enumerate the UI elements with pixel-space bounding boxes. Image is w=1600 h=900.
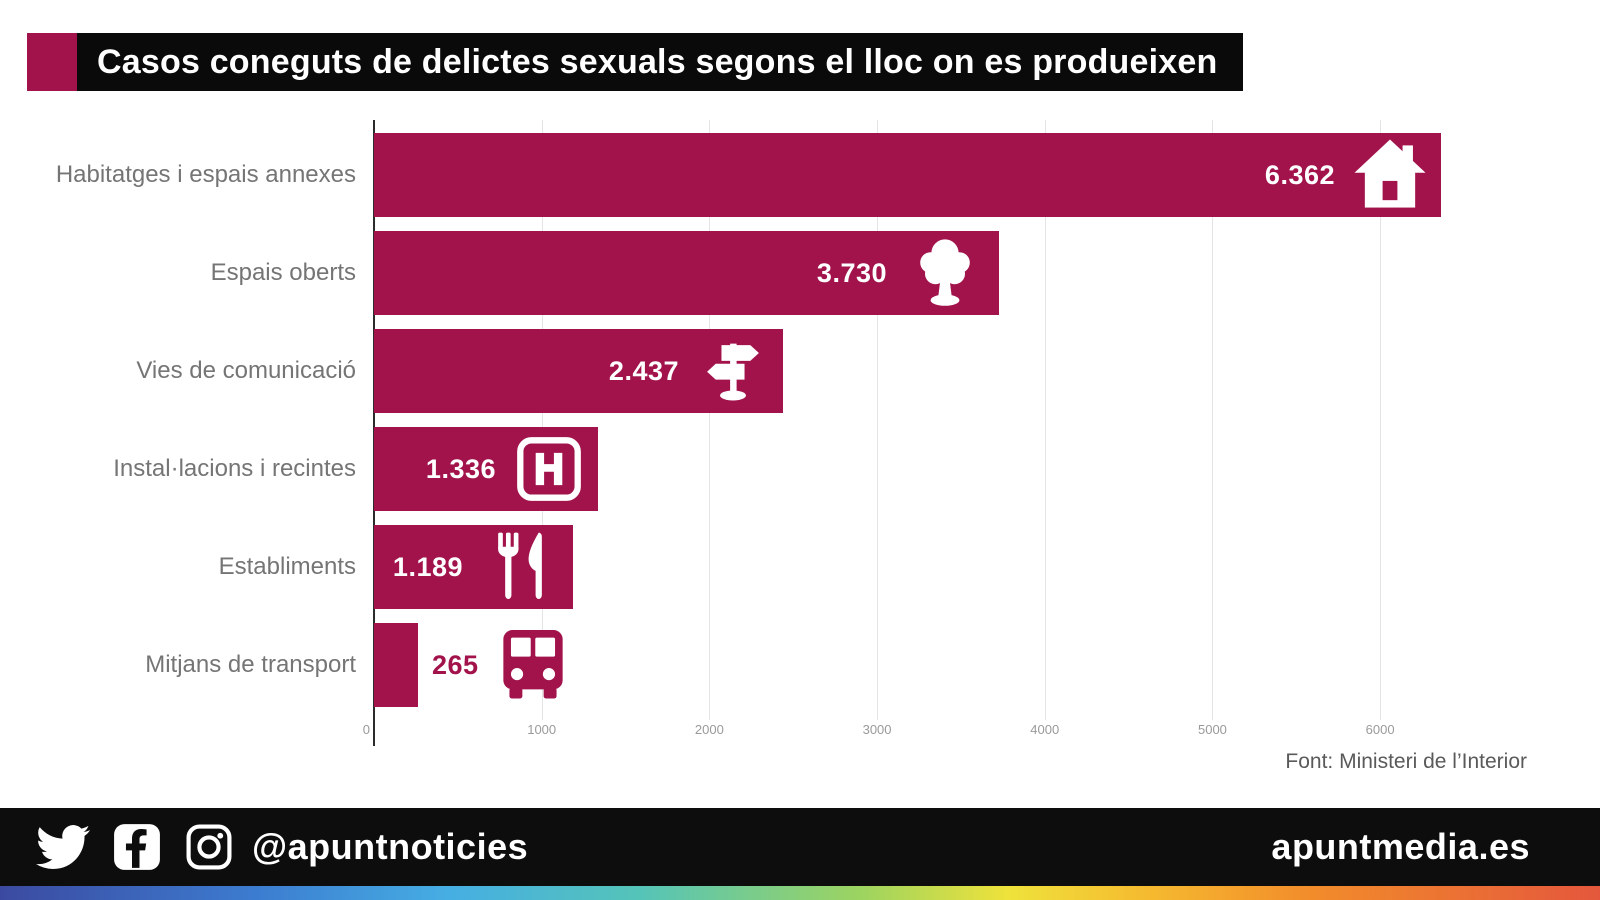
value-label: 1.336 [425,453,496,484]
category-label: Vies de comunicació [136,357,356,384]
bar-row: Instal·lacions i recintes 1.336 [0,427,1600,511]
gridline [877,120,879,720]
restaurant-icon [481,528,559,606]
house-icon [1353,138,1427,212]
bar: 3.730 [374,231,999,315]
bar: 2.437 [374,329,783,413]
value-label: 6.362 [1264,159,1335,190]
outside-value-group: 265 [432,623,571,707]
bar: 1.336 [374,427,598,511]
axis-tick-label: 1000 [527,722,557,737]
signpost-icon [697,335,769,407]
social-handle: @apuntnoticies [252,826,529,867]
value-label: 1.189 [392,551,463,582]
axis-tick-label: 0 [362,722,370,737]
category-label: Establiments [218,553,356,580]
title-banner: Casos coneguts de delictes sexuals segon… [27,33,1244,91]
axis-tick-label: 2000 [694,722,724,737]
source-note: Font: Ministeri de l’Interior [1285,750,1527,773]
bus-icon [495,627,571,703]
page-title: Casos coneguts de delictes sexuals segon… [77,33,1244,91]
social-icons [36,820,234,874]
bar-row: Mitjans de transport 265 [0,623,1600,707]
bar-row: Vies de comunicació 2.437 [0,329,1600,413]
gridline [1212,120,1214,720]
category-label: Mitjans de transport [145,651,356,678]
bar-row: Establiments 1.189 [0,525,1600,609]
bar-row: Habitatges i espais annexes 6.362 [0,133,1600,217]
category-label: Espais oberts [210,259,356,286]
bar [374,623,418,707]
hospital-icon [514,434,584,504]
axis-tick-label: 5000 [1197,722,1227,737]
axis-tick-label: 6000 [1365,722,1395,737]
gridline [541,120,543,720]
gridline [709,120,711,720]
website-url: apuntmedia.es [1271,826,1530,867]
footer-bar: @apuntnoticies apuntmedia.es [0,808,1600,886]
gridline [1044,120,1046,720]
twitter-icon [36,820,90,874]
tree-icon [905,233,985,313]
bar-row: Espais oberts 3.730 [0,231,1600,315]
axis-tick-label: 4000 [1030,722,1060,737]
value-label: 265 [432,649,479,680]
axis-tick-label: 3000 [862,722,892,737]
value-label: 2.437 [608,355,679,386]
rainbow-strip [0,886,1600,900]
gridline [1380,120,1382,720]
bar: 1.189 [374,525,573,609]
instagram-icon [184,822,234,872]
bar: 6.362 [374,133,1441,217]
category-label: Instal·lacions i recintes [113,455,356,482]
value-label: 3.730 [816,257,887,288]
facebook-icon [112,822,162,872]
title-accent-square [27,33,77,91]
category-label: Habitatges i espais annexes [55,161,356,188]
